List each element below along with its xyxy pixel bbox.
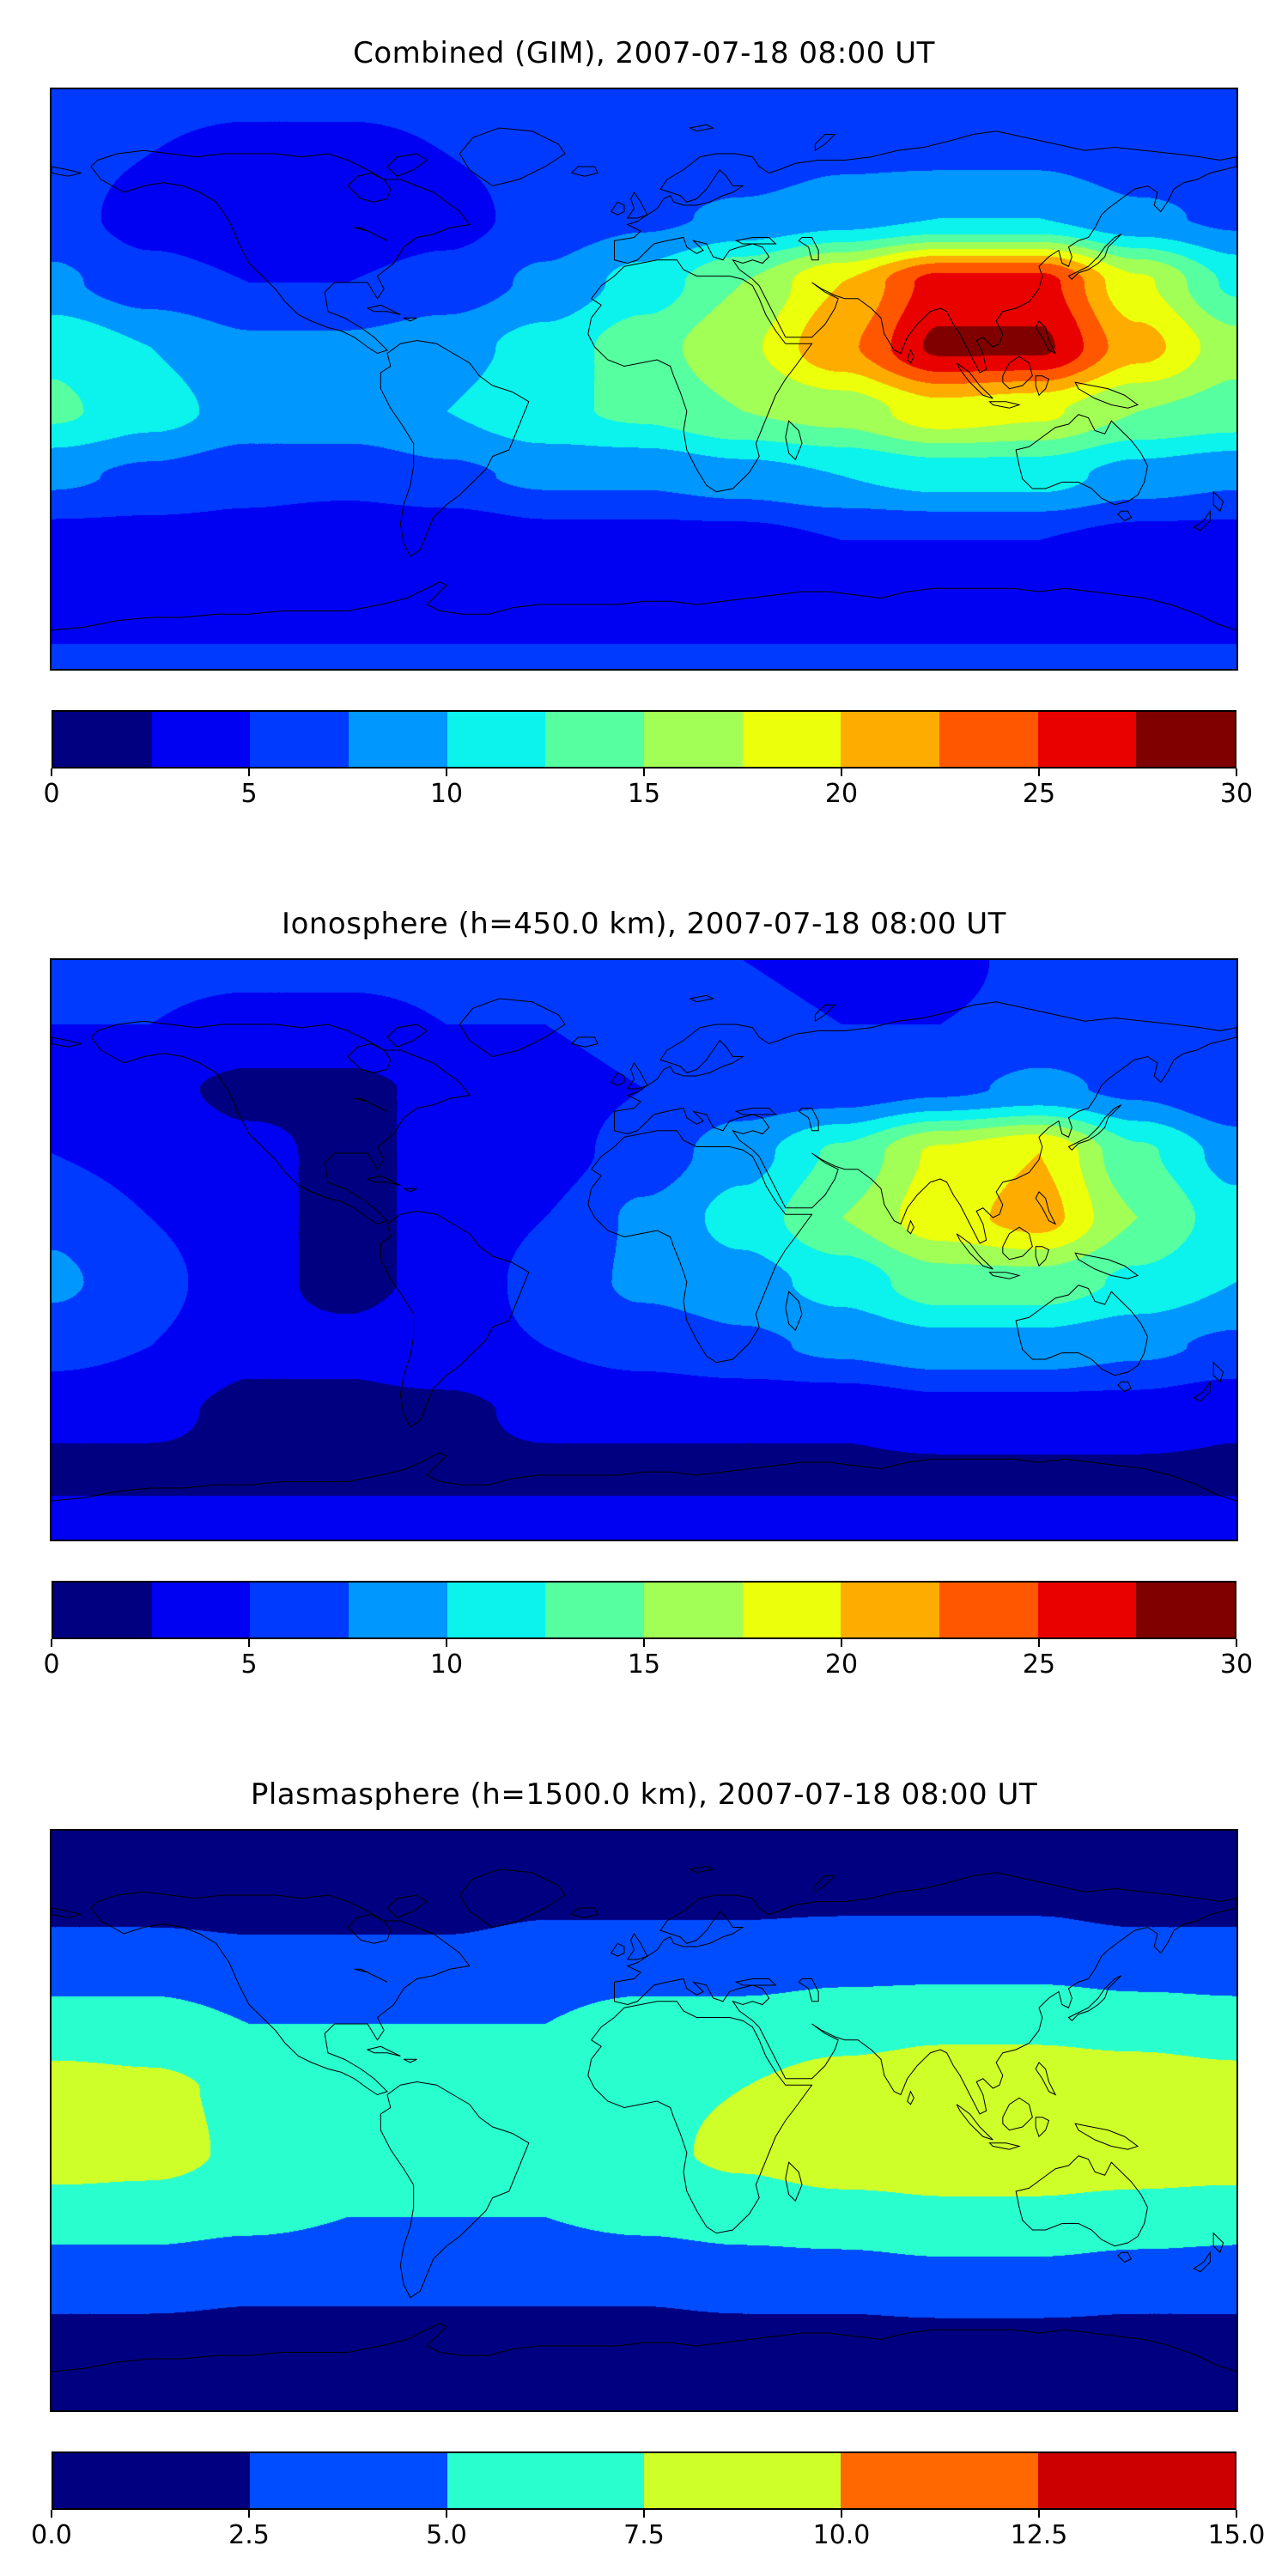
colorbar-segment [939,1583,1038,1637]
panel-combined-gim: Combined (GIM), 2007-07-18 08:00 UT 0 5 10… [0,0,1288,812]
colorbar-segment [349,712,447,767]
colorbar-tick [643,1639,645,1647]
colorbar-segment [1136,712,1236,767]
colorbar-segment [53,2453,251,2508]
colorbar-tick [1236,769,1237,776]
panel-plasmasphere: Plasmasphere (h=1500.0 km), 2007-07-18 0… [0,1777,1288,2554]
colorbar-tick [1236,2510,1237,2518]
colorbar-segment [545,1583,645,1637]
colorbar-segment [545,712,645,767]
colorbar-segment [841,2453,1038,2508]
colorbar-tick [248,2510,250,2518]
colorbar-wrap-ionosphere: 0 5 10 15 20 25 30 [43,1581,1253,1683]
colorbar-tick [248,1639,250,1647]
colorbar-tick [643,2510,645,2518]
colorbar-tick [1038,769,1040,776]
colorbar-labels-combined: 0 5 10 15 20 25 30 [43,776,1253,812]
colorbar-segment [447,712,546,767]
colorbar-tick [841,1639,842,1647]
colorbar-segment [841,1583,940,1637]
colorbar-segment [841,712,940,767]
colorbar-tick [643,769,645,776]
colorbar-tick [51,2510,52,2518]
colorbar-segment [643,2453,841,2508]
colorbar-wrap-combined: 0 5 10 15 20 25 30 [43,710,1253,812]
colorbar-segment [250,2453,447,2508]
colorbar-labels-ionosphere: 0 5 10 15 20 25 30 [43,1647,1253,1683]
colorbar-segment [447,2453,644,2508]
colorbar-labels-plasmasphere: 0.0 2.5 5.0 7.5 10.0 12.5 15.0 [31,2518,1265,2554]
colorbar-tick [51,769,52,776]
map-plasmasphere [50,1829,1238,2412]
colorbar-segment [742,712,841,767]
colorbar-tick-label: 20 [824,1649,859,1680]
panel-title-plasmasphere: Plasmasphere (h=1500.0 km), 2007-07-18 0… [250,1777,1038,1812]
colorbar-tick-label: 0 [43,1649,60,1680]
tec-map-canvas-plasmasphere [52,1831,1236,2410]
colorbar-tick-label: 25 [1022,779,1056,809]
colorbar-ticks-plasmasphere [51,2510,1237,2518]
colorbar-tick-label: 15 [627,1649,661,1680]
colorbar-segment [1037,712,1137,767]
colorbar-tick-label: 7.5 [623,2520,665,2550]
map-ionosphere [50,958,1238,1541]
colorbar-segment [151,1583,251,1637]
colorbar-tick-label: 5 [240,779,258,809]
colorbar-tick [841,2510,842,2518]
colorbar-segment [53,1583,152,1637]
colorbar-tick [841,769,842,776]
colorbar-tick [446,1639,447,1647]
colorbar-tick [248,769,250,776]
colorbar-combined [52,710,1236,769]
colorbar-tick [446,769,447,776]
colorbar-ticks-ionosphere [51,1639,1237,1647]
colorbar-segment [250,1583,349,1637]
colorbar-tick [1038,2510,1040,2518]
colorbar-tick [446,2510,447,2518]
colorbar-tick-label: 0 [43,779,60,809]
colorbar-segment [939,712,1038,767]
colorbar-ticks-combined [51,769,1237,776]
colorbar-tick-label: 12.5 [1010,2520,1068,2550]
tec-map-canvas-ionosphere [52,960,1236,1540]
colorbar-tick-label: 5.0 [426,2520,467,2550]
colorbar-tick-label: 5 [240,1649,258,1680]
colorbar-segment [250,712,349,767]
colorbar-segment [349,1583,447,1637]
colorbar-tick [1236,1639,1237,1647]
colorbar-tick-label: 0.0 [31,2520,72,2550]
colorbar-wrap-plasmasphere: 0.0 2.5 5.0 7.5 10.0 12.5 15.0 [31,2451,1265,2554]
colorbar-tick-label: 25 [1022,1649,1056,1680]
colorbar-segment [644,712,743,767]
tec-map-canvas-combined [52,89,1236,669]
colorbar-segment [151,712,251,767]
colorbar-tick-label: 15.0 [1207,2520,1266,2550]
colorbar-plasmasphere [52,2451,1236,2510]
panel-title-ionosphere: Ionosphere (h=450.0 km), 2007-07-18 08:0… [282,907,1006,941]
colorbar-ionosphere [52,1581,1236,1639]
colorbar-tick-label: 15 [627,779,661,809]
colorbar-segment [742,1583,841,1637]
colorbar-segment [447,1583,546,1637]
colorbar-tick-label: 10.0 [812,2520,871,2550]
colorbar-segment [1037,2453,1235,2508]
colorbar-tick-label: 30 [1219,1649,1254,1680]
colorbar-tick-label: 10 [429,1649,464,1680]
colorbar-tick-label: 30 [1219,779,1254,809]
map-combined-gim [50,88,1238,671]
colorbar-segment [644,1583,743,1637]
colorbar-tick-label: 10 [429,779,464,809]
panel-ionosphere: Ionosphere (h=450.0 km), 2007-07-18 08:0… [0,907,1288,1683]
colorbar-segment [53,712,152,767]
colorbar-tick-label: 20 [824,779,859,809]
colorbar-tick [51,1639,52,1647]
colorbar-segment [1136,1583,1236,1637]
colorbar-tick-label: 2.5 [228,2520,270,2550]
colorbar-segment [1037,1583,1137,1637]
panel-title-combined: Combined (GIM), 2007-07-18 08:00 UT [353,36,935,70]
colorbar-tick [1038,1639,1040,1647]
